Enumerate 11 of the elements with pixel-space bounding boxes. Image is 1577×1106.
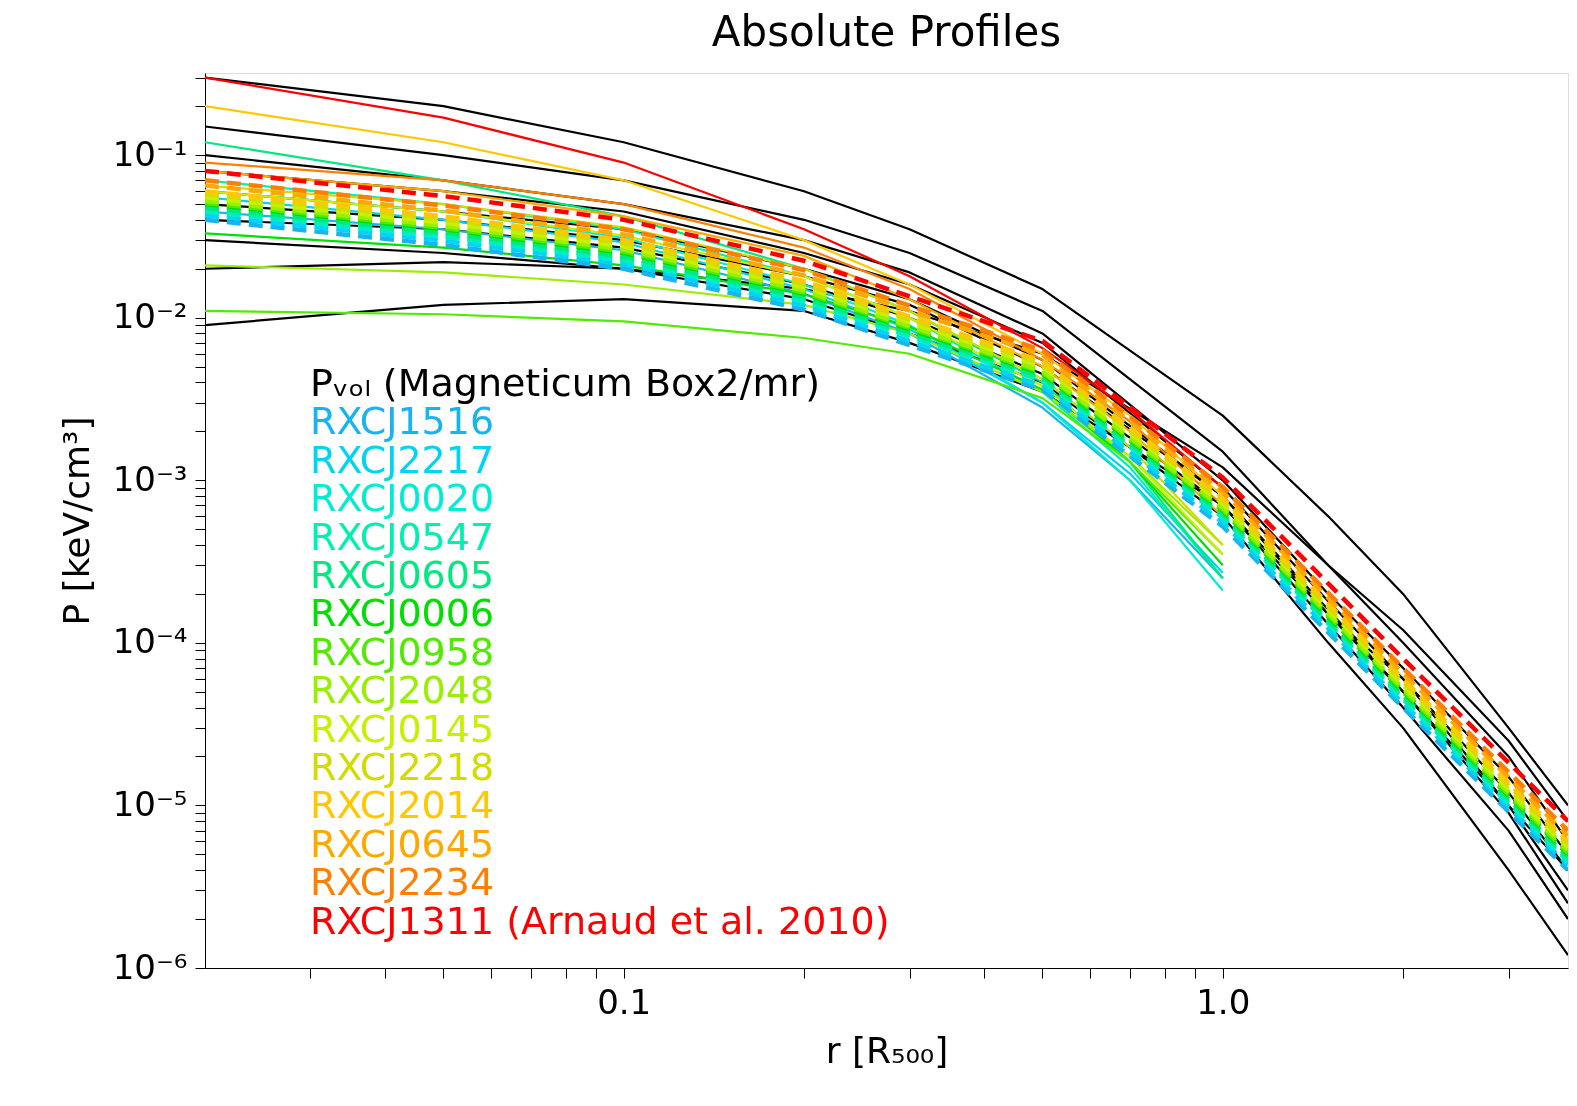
y-tick-label: 10⁻⁶ (112, 946, 188, 987)
x-tick-label: 0.1 (597, 981, 652, 1022)
y-tick-label: 10⁻⁵ (112, 783, 188, 824)
x-axis-title: r [R₅₀₀] (825, 1029, 949, 1071)
y-tick-label: 10⁻² (112, 296, 188, 337)
y-tick-label: 10⁻¹ (112, 133, 188, 174)
chart-title: Absolute Profiles (711, 7, 1062, 56)
y-axis-title: P [keV/cm³] (55, 416, 97, 626)
y-tick-label: 10⁻³ (112, 458, 188, 499)
x-tick-label: 1.0 (1196, 981, 1251, 1022)
y-tick-label: 10⁻⁴ (112, 621, 188, 662)
